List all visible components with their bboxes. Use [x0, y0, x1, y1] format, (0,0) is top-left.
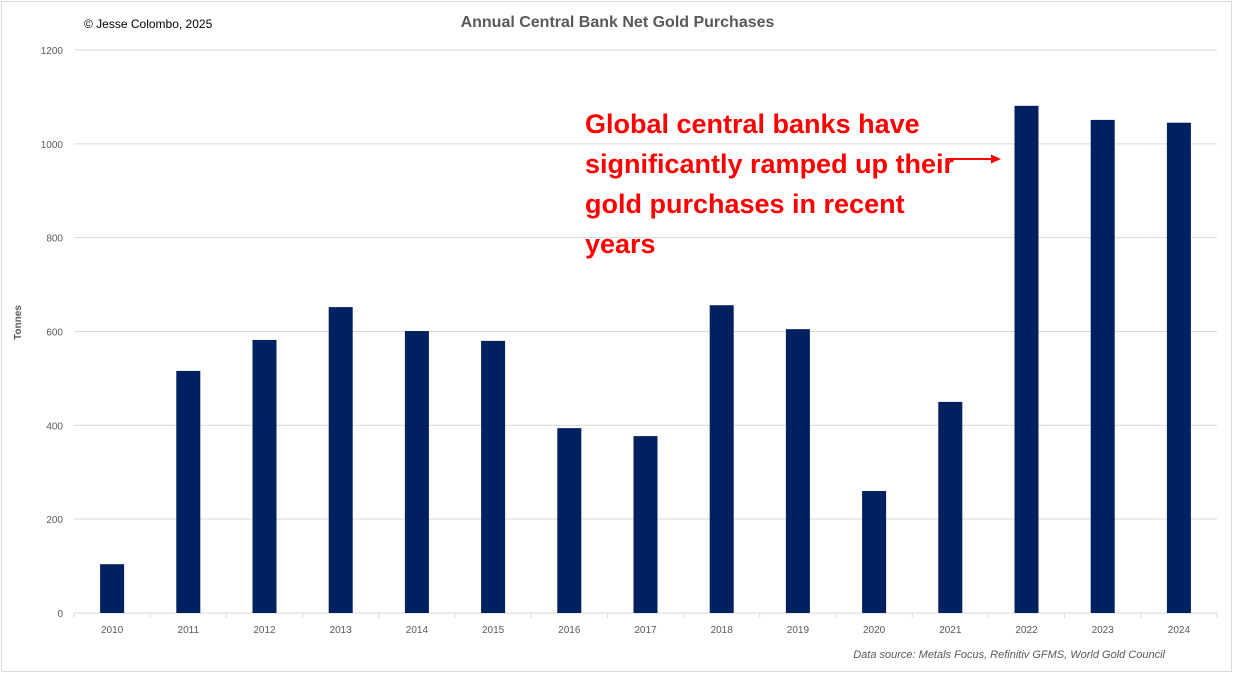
x-tick-label: 2014 — [406, 625, 429, 636]
x-tick-label: 2022 — [1015, 625, 1038, 636]
x-tick-label: 2011 — [178, 625, 200, 636]
bar-2010 — [100, 564, 125, 613]
bar-2019 — [785, 329, 810, 613]
bar-2013 — [328, 307, 353, 613]
x-tick-label: 2017 — [634, 625, 657, 636]
bar-2021 — [938, 401, 963, 613]
y-tick-label: 1000 — [41, 140, 64, 151]
bar-2024 — [1166, 122, 1191, 614]
x-tick-label: 2012 — [253, 625, 276, 636]
y-tick-label: 0 — [57, 609, 63, 620]
y-tick-label: 200 — [46, 515, 63, 526]
bar-2023 — [1090, 119, 1115, 614]
x-tick-label: 2013 — [330, 625, 353, 636]
x-tick-label: 2010 — [101, 625, 124, 636]
x-tick-label: 2019 — [787, 625, 810, 636]
bar-2016 — [557, 428, 582, 613]
x-tick-label: 2020 — [863, 625, 886, 636]
x-tick-label: 2015 — [482, 625, 505, 636]
y-tick-label: 1200 — [41, 46, 64, 57]
bar-2015 — [481, 340, 506, 613]
y-tick-label: 800 — [46, 234, 63, 245]
bar-2022 — [1014, 105, 1039, 613]
y-tick-label: 400 — [46, 421, 63, 432]
x-tick-label: 2021 — [939, 625, 962, 636]
bar-2017 — [633, 436, 658, 613]
bar-2012 — [252, 339, 277, 613]
bar-2011 — [176, 370, 201, 613]
chart-title: Annual Central Bank Net Gold Purchases — [460, 14, 775, 31]
bar-2014 — [404, 331, 429, 613]
annotation-text: Global central banks have significantly … — [585, 109, 955, 259]
data-source: Data source: Metals Focus, Refinitiv GFM… — [853, 649, 1165, 661]
copyright: © Jesse Colombo, 2025 — [84, 17, 213, 31]
y-tick-label: 600 — [46, 328, 63, 339]
x-tick-label: 2016 — [558, 625, 581, 636]
bar-2020 — [862, 491, 887, 613]
x-tick-label: 2018 — [711, 625, 734, 636]
annotation-arrow-head — [991, 154, 1001, 164]
x-tick-label: 2024 — [1168, 625, 1191, 636]
x-tick-label: 2023 — [1092, 625, 1115, 636]
bar-2018 — [709, 305, 734, 613]
